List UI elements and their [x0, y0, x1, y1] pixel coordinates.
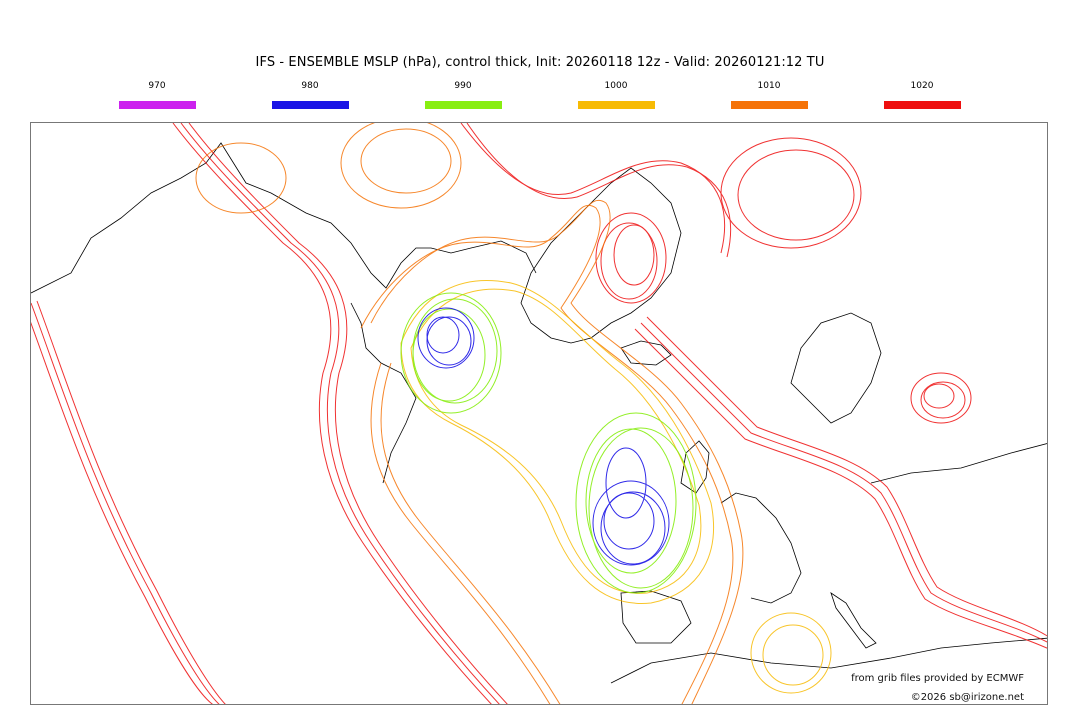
low-atlantic-990 — [585, 428, 677, 574]
ridge-europe — [640, 322, 1047, 643]
legend-item-990: 990 — [423, 80, 503, 109]
legend-label: 970 — [148, 81, 166, 91]
ridge-west — [172, 123, 492, 704]
legend-label: 1000 — [604, 81, 628, 91]
coastline-iceland — [620, 340, 672, 366]
trough-atlantic — [360, 204, 734, 704]
low-atlantic-980 — [592, 480, 670, 566]
low-atlantic-990 — [575, 412, 697, 594]
high-greenland — [595, 212, 667, 304]
legend-label: 990 — [454, 81, 472, 91]
legend-item-1020: 1020 — [882, 80, 962, 109]
legend-swatch-purple — [118, 101, 196, 109]
low-labrador-980 — [426, 316, 460, 354]
isobar-1000 — [400, 280, 832, 694]
ridge-europe — [646, 316, 1047, 637]
isobar-1010 — [195, 123, 744, 704]
coastline-greenland — [520, 167, 682, 344]
high-russia — [923, 383, 955, 409]
ridge-pacific — [31, 321, 214, 704]
legend-swatch-yellow — [577, 101, 655, 109]
legend-swatch-blue — [271, 101, 349, 109]
map-frame — [30, 122, 1048, 705]
low-atlantic-980 — [600, 491, 666, 565]
low-atlantic-980 — [603, 492, 655, 550]
legend-label: 1010 — [757, 81, 781, 91]
ridge-pacific — [36, 300, 226, 704]
high-russia — [920, 381, 966, 419]
legend-swatch-orange — [730, 101, 808, 109]
pressure-map — [31, 123, 1047, 704]
coastline-british-isles — [680, 440, 710, 494]
legend-item-1000: 1000 — [576, 80, 656, 109]
ridge-west — [188, 123, 508, 704]
ridge-arctic — [460, 123, 726, 254]
trough-yellow — [410, 288, 702, 594]
isobar-980 — [417, 307, 670, 566]
coastline-east-europe — [870, 443, 1047, 484]
high-greenland — [600, 222, 658, 300]
low-mediterranean — [762, 624, 824, 686]
coastline-north-africa — [610, 637, 1047, 684]
coastline-europe-west — [720, 492, 802, 604]
isobar-990 — [400, 292, 697, 594]
coastline-canada-east — [350, 302, 417, 484]
legend-item-970: 970 — [117, 80, 197, 109]
legend-item-1010: 1010 — [729, 80, 809, 109]
legend-swatch-red — [883, 101, 961, 109]
legend-item-980: 980 — [270, 80, 350, 109]
low-labrador-990 — [400, 292, 502, 414]
low-alaska — [195, 142, 287, 214]
coastline-italy — [830, 592, 877, 649]
isobar-1020 — [31, 123, 1047, 704]
legend-swatch-green — [424, 101, 502, 109]
low-canada-north — [340, 123, 462, 209]
low-labrador-980 — [417, 307, 475, 369]
low-labrador-990 — [412, 308, 486, 402]
coastlines — [31, 142, 1047, 684]
high-russia — [910, 372, 972, 424]
ridge-arctic — [466, 123, 732, 258]
high-greenland — [613, 224, 655, 286]
high-scandinavia — [720, 137, 862, 249]
legend-label: 1020 — [910, 81, 934, 91]
low-atlantic-980 — [605, 447, 647, 519]
coastline-iberia — [620, 590, 692, 644]
ridge-west — [180, 123, 500, 704]
trough-atlantic — [370, 199, 744, 704]
low-mediterranean — [750, 612, 832, 694]
source-credit: from grib files provided by ECMWF — [851, 673, 1024, 684]
high-scandinavia — [737, 149, 855, 241]
chart-title: IFS - ENSEMBLE MSLP (hPa), control thick… — [255, 55, 825, 70]
ridge-europe — [634, 328, 1047, 649]
low-labrador-980 — [426, 316, 472, 366]
legend-label: 980 — [301, 81, 319, 91]
ridge-pacific — [31, 302, 220, 704]
copyright-credit: ©2026 sb@irizone.net — [910, 692, 1024, 703]
coastline-scandinavia — [790, 312, 882, 424]
low-canada-north — [360, 128, 452, 194]
trough-yellow — [400, 280, 714, 604]
low-atlantic-990 — [588, 427, 694, 589]
trough-west — [370, 362, 551, 704]
trough-west — [380, 362, 561, 704]
coastline-north-america-arctic — [31, 142, 537, 294]
